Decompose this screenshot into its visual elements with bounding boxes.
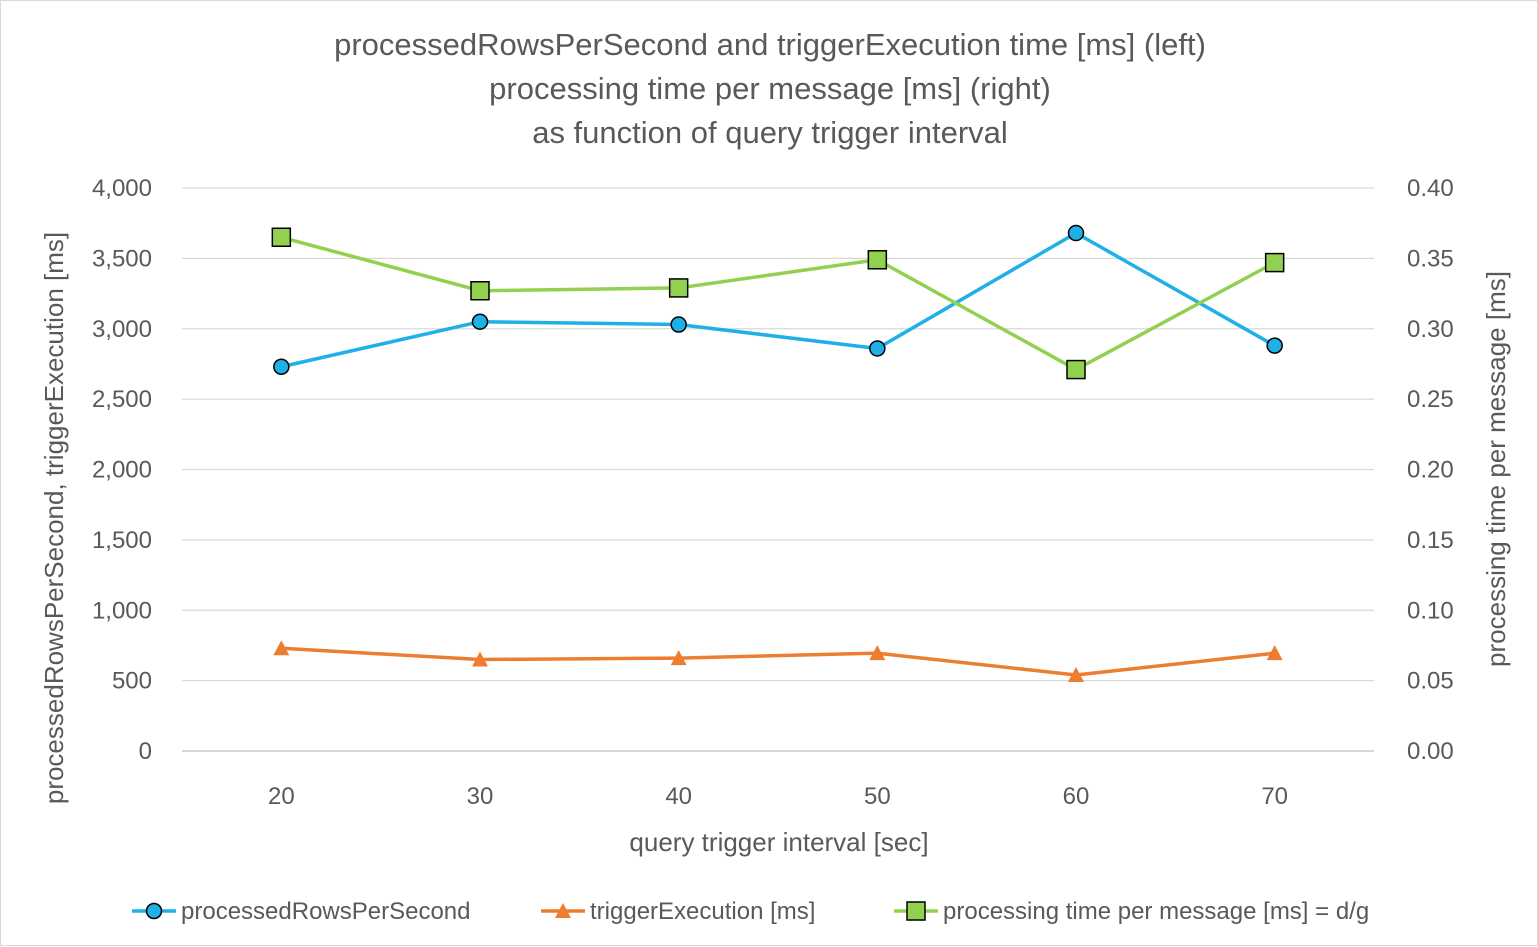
right-tick-label: 0.10 [1407,597,1454,624]
left-tick-label: 1,000 [92,597,152,624]
data-point-marker [472,651,488,667]
chart-title-line-3: as function of query trigger interval [532,115,1008,150]
right-axis-title: processing time per message [ms] [1481,271,1511,667]
gridlines [182,187,1374,752]
data-point-marker [1266,337,1283,354]
legend-swatch-marker [906,901,926,921]
left-tick-label: 4,000 [92,175,152,202]
legend-swatch-marker [555,903,571,918]
data-point-marker [1067,224,1085,242]
x-tick-label: 30 [467,783,494,810]
series-line [280,235,1276,372]
right-tick-label: 0.35 [1407,245,1454,272]
right-tick-label: 0.00 [1407,738,1454,765]
data-point-marker [271,227,292,248]
legend-swatch-marker [145,902,163,920]
data-point-marker [670,316,687,333]
x-tick-label: 50 [864,783,891,810]
legend-item-1: processedRowsPerSecond [132,898,471,925]
data-point-marker [670,650,687,666]
left-tick-label: 1,500 [92,527,152,554]
series-group [271,224,1285,682]
series-3 [271,227,1285,380]
data-point-marker [869,645,886,661]
right-tick-label: 0.15 [1407,527,1454,554]
chart-title-line-2: processing time per message [ms] (right) [489,71,1051,106]
x-tick-label: 40 [665,783,692,810]
legend-item-3: processing time per message [ms] = d/g [894,898,1369,925]
data-point-marker [1266,645,1283,661]
x-axis-ticks: 20 30 40 50 60 70 [268,783,1288,810]
legend-label: processing time per message [ms] = d/g [943,898,1369,925]
legend-label: triggerExecution [ms] [590,898,815,925]
data-point-marker [471,313,489,330]
data-point-marker [273,640,290,656]
series-line [280,231,1276,369]
right-tick-label: 0.05 [1407,668,1454,695]
x-tick-label: 70 [1261,783,1288,810]
left-tick-label: 500 [112,668,152,695]
left-tick-label: 3,000 [92,316,152,343]
x-tick-label: 20 [268,783,295,810]
left-axis-ticks: 4,000 3,500 3,000 2,500 2,000 1,500 1,000 500 0 [92,175,152,765]
legend-label: processedRowsPerSecond [181,898,471,925]
data-point-marker [273,358,290,376]
legend-item-2: triggerExecution [ms] [541,898,815,925]
data-point-marker [470,280,490,301]
series-1 [273,224,1283,376]
right-tick-label: 0.25 [1407,386,1454,413]
data-point-marker [869,340,886,357]
data-point-marker [1264,252,1285,273]
data-point-marker [668,278,689,298]
left-tick-label: 3,500 [92,245,152,272]
right-tick-label: 0.30 [1407,316,1454,343]
data-point-marker [1066,359,1086,380]
left-axis-title: processedRowsPerSecond, triggerExecution… [39,232,69,804]
right-tick-label: 0.40 [1407,175,1454,202]
left-tick-label: 2,000 [92,457,152,484]
data-point-marker [867,250,888,270]
series-line [281,646,1275,677]
x-axis-title: query trigger interval [sec] [629,827,928,857]
right-tick-label: 0.20 [1407,457,1454,484]
legend: processedRowsPerSecond triggerExecution [… [132,898,1369,925]
right-axis-ticks: 0.40 0.35 0.30 0.25 0.20 0.15 0.10 0.05 0.00 [1407,175,1454,765]
series-2 [273,640,1283,682]
left-tick-label: 0 [139,738,152,765]
data-point-marker [1068,666,1084,682]
left-tick-label: 2,500 [92,386,152,413]
x-tick-label: 60 [1063,783,1090,810]
chart-title-line-1: processedRowsPerSecond and triggerExecut… [334,27,1206,62]
